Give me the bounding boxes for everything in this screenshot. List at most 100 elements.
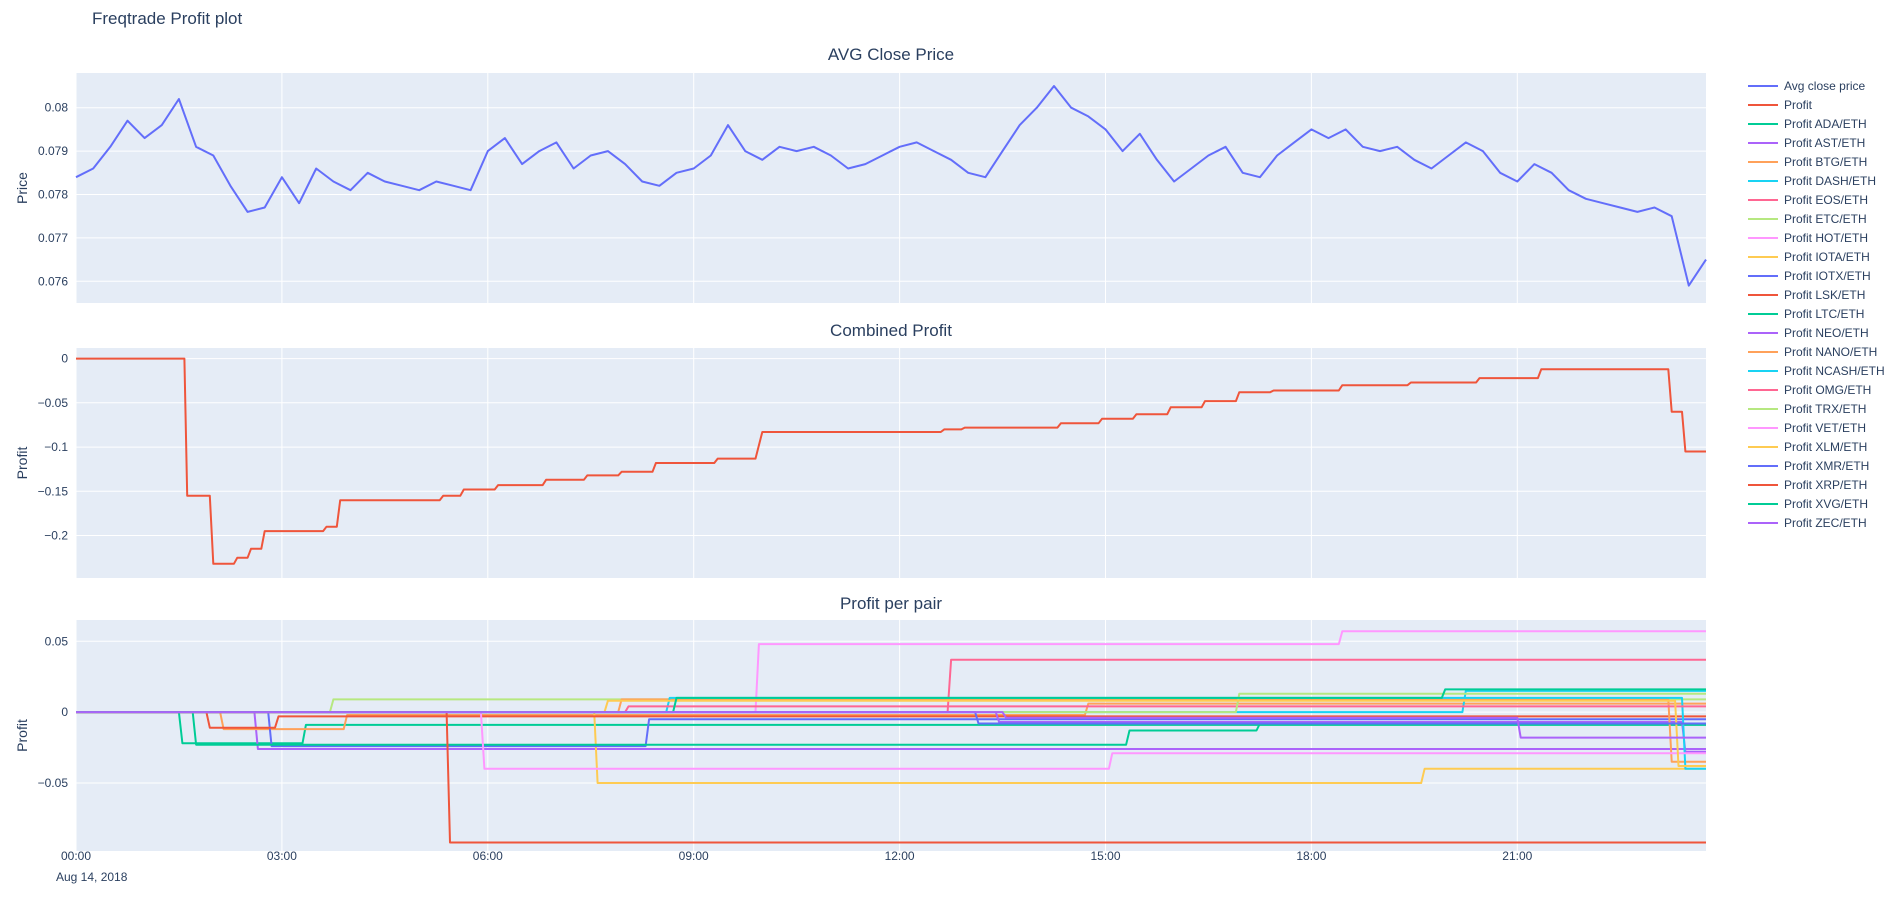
legend-item-profit-ast-eth[interactable]: Profit AST/ETH (1748, 133, 1885, 152)
legend-item-profit-lsk-eth[interactable]: Profit LSK/ETH (1748, 285, 1885, 304)
legend-swatch (1748, 179, 1778, 182)
legend-label: Profit VET/ETH (1784, 420, 1867, 435)
series-profit-zec-eth (76, 711, 1706, 739)
legend-item-profit-vet-eth[interactable]: Profit VET/ETH (1748, 418, 1885, 437)
legend-swatch (1748, 350, 1778, 353)
x-tick-label: 12:00 (885, 849, 915, 863)
legend-label: Profit LTC/ETH (1784, 306, 1865, 321)
subplot-combined-profit: 0 −0.05 −0.1 −0.15 −0.2 Combined Profit Profit (14, 321, 1706, 578)
subplot-avg-close-price: 0.076 0.077 0.078 0.079 0.08 AVG Close Price P… (14, 45, 1707, 303)
legend-swatch (1748, 312, 1778, 315)
legend-item-profit-iota-eth[interactable]: Profit IOTA/ETH (1748, 247, 1885, 266)
page-title: Freqtrade Profit plot (92, 9, 243, 28)
plot-area[interactable] (76, 348, 1706, 578)
legend-label: Profit LSK/ETH (1784, 287, 1866, 302)
y-tick-label: 0 (61, 705, 68, 719)
y-tick-label: 0.076 (38, 274, 68, 288)
legend-swatch (1748, 426, 1778, 429)
legend-item-profit-xlm-eth[interactable]: Profit XLM/ETH (1748, 437, 1885, 456)
y-tick-label: −0.05 (38, 396, 69, 410)
legend-item-profit-xrp-eth[interactable]: Profit XRP/ETH (1748, 475, 1885, 494)
legend-item-profit-eos-eth[interactable]: Profit EOS/ETH (1748, 190, 1885, 209)
legend-label: Profit ZEC/ETH (1784, 515, 1867, 530)
y-tick-label: 0.077 (38, 231, 68, 245)
legend-item-profit-ncash-eth[interactable]: Profit NCASH/ETH (1748, 361, 1885, 380)
x-tick-label: 09:00 (679, 849, 709, 863)
legend-label: Profit IOTA/ETH (1784, 249, 1870, 264)
legend-swatch (1748, 255, 1778, 258)
legend-label: Profit NCASH/ETH (1784, 363, 1885, 378)
legend-swatch (1748, 331, 1778, 334)
series-profit (76, 357, 1706, 565)
y-axis-title: Profit (14, 447, 30, 480)
legend-item-profit-nano-eth[interactable]: Profit NANO/ETH (1748, 342, 1885, 361)
legend-label: Profit (1784, 97, 1813, 112)
legend-label: Profit OMG/ETH (1784, 382, 1872, 397)
legend-label: Profit XMR/ETH (1784, 458, 1870, 473)
legend-item-profit-ltc-eth[interactable]: Profit LTC/ETH (1748, 304, 1885, 323)
legend-label: Profit IOTX/ETH (1784, 268, 1871, 283)
legend-label: Profit ADA/ETH (1784, 116, 1867, 131)
legend-swatch (1748, 141, 1778, 144)
x-axis-date-label: Aug 14, 2018 (56, 870, 128, 884)
plot-area[interactable] (76, 620, 1706, 851)
subplot-profit-per-pair: 0.05 0 −0.05 Profit per pair Profit 00:00 03:0… (14, 594, 1706, 863)
legend-label: Profit XRP/ETH (1784, 477, 1868, 492)
legend-item-profit-hot-eth[interactable]: Profit HOT/ETH (1748, 228, 1885, 247)
legend-item-profit-iotx-eth[interactable]: Profit IOTX/ETH (1748, 266, 1885, 285)
legend-swatch (1748, 160, 1778, 163)
x-tick-label: 00:00 (61, 849, 91, 863)
legend-item-profit-etc-eth[interactable]: Profit ETC/ETH (1748, 209, 1885, 228)
series-avg-close-price (75, 85, 1707, 287)
legend-item-avg-close-price[interactable]: Avg close price (1748, 76, 1885, 95)
legend-swatch (1748, 407, 1778, 410)
legend-label: Profit ETC/ETH (1784, 211, 1867, 226)
series-profit-ltc-eth (76, 711, 1706, 746)
legend-swatch (1748, 217, 1778, 220)
legend-swatch (1748, 198, 1778, 201)
y-axis-title: Profit (14, 719, 30, 752)
subplot-title: Combined Profit (830, 321, 952, 340)
y-tick-label: 0.08 (45, 101, 69, 115)
legend-item-profit-omg-eth[interactable]: Profit OMG/ETH (1748, 380, 1885, 399)
legend-item-profit-xmr-eth[interactable]: Profit XMR/ETH (1748, 456, 1885, 475)
legend-item-profit-btg-eth[interactable]: Profit BTG/ETH (1748, 152, 1885, 171)
y-tick-label: −0.1 (44, 440, 68, 454)
legend-label: Avg close price (1784, 78, 1866, 93)
legend-label: Profit BTG/ETH (1784, 154, 1868, 169)
legend-swatch (1748, 293, 1778, 296)
y-axis-title: Price (14, 172, 30, 204)
x-tick-label: 21:00 (1502, 849, 1532, 863)
legend-label: Profit TRX/ETH (1784, 401, 1867, 416)
legend-item-profit-ada-eth[interactable]: Profit ADA/ETH (1748, 114, 1885, 133)
y-tick-label: −0.05 (38, 776, 69, 790)
subplot-title: Profit per pair (840, 594, 942, 613)
x-tick-label: 15:00 (1090, 849, 1120, 863)
legend-label: Profit NEO/ETH (1784, 325, 1869, 340)
legend-item-profit-xvg-eth[interactable]: Profit XVG/ETH (1748, 494, 1885, 513)
legend-swatch (1748, 445, 1778, 448)
legend-label: Profit DASH/ETH (1784, 173, 1877, 188)
y-tick-label: −0.2 (44, 529, 68, 543)
legend-item-profit-dash-eth[interactable]: Profit DASH/ETH (1748, 171, 1885, 190)
legend-item-profit[interactable]: Profit (1748, 95, 1885, 114)
x-tick-label: 06:00 (473, 849, 503, 863)
legend-item-profit-neo-eth[interactable]: Profit NEO/ETH (1748, 323, 1885, 342)
legend-label: Profit XVG/ETH (1784, 496, 1869, 511)
y-tick-label: 0.078 (38, 188, 68, 202)
legend-label: Profit EOS/ETH (1784, 192, 1869, 207)
legend-swatch (1748, 464, 1778, 467)
legend-swatch (1748, 521, 1778, 524)
legend-item-profit-zec-eth[interactable]: Profit ZEC/ETH (1748, 513, 1885, 532)
legend-swatch (1748, 502, 1778, 505)
legend-swatch (1748, 274, 1778, 277)
legend-swatch (1748, 236, 1778, 239)
x-tick-label: 18:00 (1296, 849, 1326, 863)
legend-swatch (1748, 84, 1778, 87)
legend-swatch (1748, 388, 1778, 391)
legend-swatch (1748, 483, 1778, 486)
legend-swatch (1748, 122, 1778, 125)
legend-label: Profit HOT/ETH (1784, 230, 1869, 245)
y-tick-label: 0.05 (45, 634, 69, 648)
legend-item-profit-trx-eth[interactable]: Profit TRX/ETH (1748, 399, 1885, 418)
